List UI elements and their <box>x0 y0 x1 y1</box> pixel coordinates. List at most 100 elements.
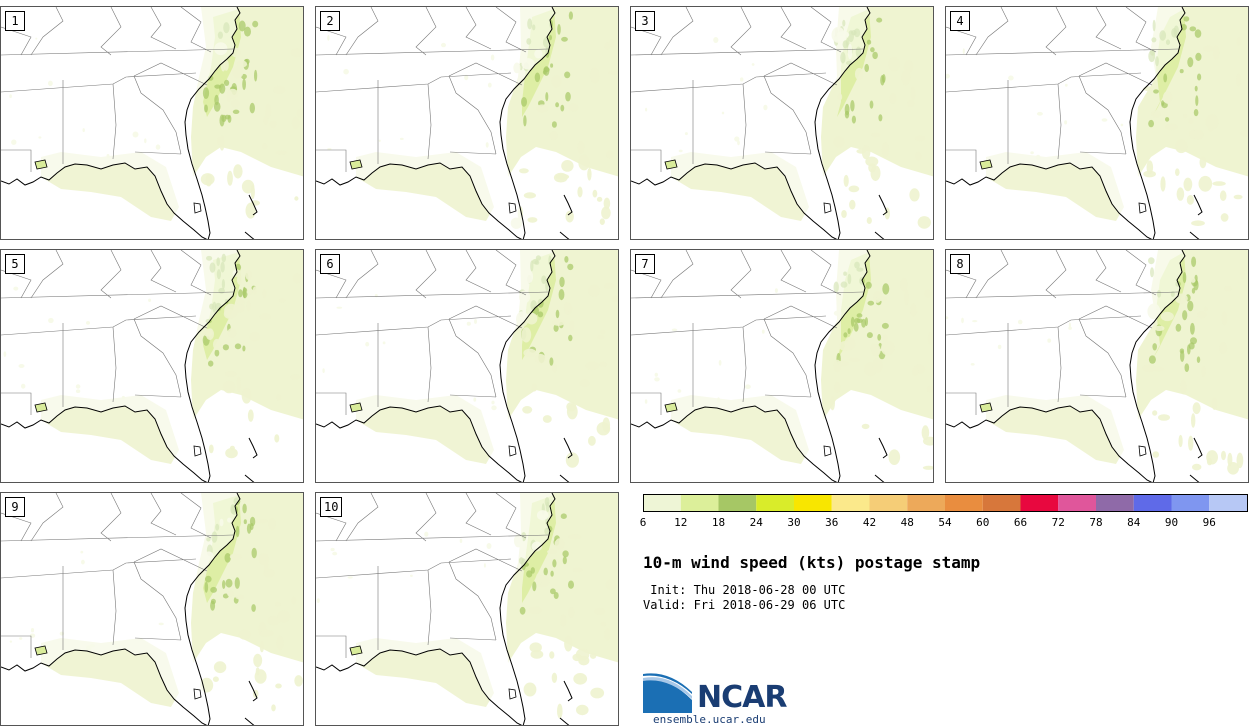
state-border <box>316 635 347 658</box>
colorbar-tick-label: 12 <box>674 516 688 529</box>
light-wind-spot <box>588 435 596 446</box>
state-border <box>764 151 812 155</box>
strong-wind-spot <box>534 72 541 83</box>
colorbar-bin <box>945 495 983 511</box>
colorbar-tick-label: 18 <box>711 516 726 529</box>
state-border <box>763 75 812 155</box>
strong-wind-spot <box>244 26 251 37</box>
colorbar-tick-label: 6 <box>639 516 647 529</box>
strong-wind-spot <box>1194 29 1202 38</box>
state-border <box>427 326 432 403</box>
lake-pontchartrain <box>979 159 993 170</box>
member-number-label: 5 <box>5 254 25 274</box>
light-wind-spot <box>259 641 264 653</box>
gulf-wind-field <box>41 395 179 464</box>
light-wind-spot <box>601 206 611 220</box>
light-wind-spot <box>249 331 261 342</box>
light-wind-spot <box>1146 160 1154 175</box>
colorbar-tick-label: 42 <box>862 516 877 529</box>
colorbar-bin <box>1133 495 1172 511</box>
state-border <box>946 72 1142 93</box>
light-wind-spot <box>589 67 600 84</box>
lake-pontchartrain <box>664 159 678 170</box>
state-border <box>1078 62 1153 86</box>
ensemble-url: ensemble.ucar.edu <box>653 713 766 726</box>
strong-wind-spot <box>560 513 567 519</box>
strong-wind-spot <box>560 104 565 112</box>
state-border <box>150 250 177 293</box>
strong-wind-spot <box>559 276 565 288</box>
light-wind-spot <box>1212 45 1220 60</box>
state-border <box>427 83 432 160</box>
bahamas-island <box>1193 437 1203 459</box>
wind-map <box>631 7 933 239</box>
strong-wind-spot <box>568 11 573 20</box>
strong-wind-spot <box>856 313 863 318</box>
light-wind-spot <box>910 86 916 101</box>
strong-wind-spot <box>545 92 549 102</box>
light-wind-spot <box>888 449 901 465</box>
wind-map <box>316 493 618 725</box>
bahamas-island <box>244 717 255 725</box>
state-border <box>150 493 177 536</box>
strong-wind-spot <box>1182 310 1188 321</box>
light-wind-spot <box>577 186 583 198</box>
state-border <box>345 493 379 542</box>
light-wind-spot <box>849 199 856 210</box>
member-number-label: 3 <box>635 11 655 31</box>
state-border <box>448 75 497 155</box>
state-border <box>495 250 527 296</box>
bahamas-island <box>878 437 888 459</box>
bahamas-island <box>559 231 570 239</box>
strong-wind-spot <box>1165 117 1170 122</box>
strong-wind-spot <box>222 580 226 589</box>
strong-wind-spot <box>856 318 863 323</box>
valid-label: Valid: <box>643 598 687 612</box>
strong-wind-spot <box>532 581 537 592</box>
bahamas-island <box>248 194 258 216</box>
light-wind-spot <box>611 295 618 303</box>
strong-wind-spot <box>882 74 886 83</box>
light-wind-spot <box>1233 194 1243 200</box>
state-border <box>946 315 1142 336</box>
member-number-label: 6 <box>320 254 340 274</box>
colorbar-bin <box>1058 495 1096 511</box>
colorbar-tick-label: 96 <box>1202 516 1216 529</box>
strong-wind-spot <box>251 604 256 612</box>
state-border <box>1057 326 1062 403</box>
gulf-wind-field <box>986 152 1124 221</box>
light-wind-spot <box>235 594 245 600</box>
strong-wind-spot <box>519 606 526 615</box>
strong-wind-spot <box>564 71 571 79</box>
strong-wind-spot <box>521 97 527 107</box>
light-wind-spot <box>294 675 303 687</box>
state-border <box>30 493 64 542</box>
ensemble-member-panel: 8 <box>945 249 1249 483</box>
coastline <box>946 7 1186 239</box>
light-wind-spot <box>604 628 611 641</box>
light-wind-spot <box>254 669 267 684</box>
member-number-label: 10 <box>320 497 343 517</box>
state-border <box>465 493 492 536</box>
light-wind-spot <box>1160 311 1174 322</box>
light-wind-spot <box>568 607 575 618</box>
land-area <box>1 7 240 239</box>
light-wind-spot <box>599 361 608 367</box>
light-wind-spot <box>841 210 847 218</box>
lake-pontchartrain <box>34 402 48 413</box>
state-border <box>1 48 234 56</box>
gulf-wind-field <box>356 638 494 707</box>
light-wind-spot <box>213 338 221 351</box>
strong-wind-spot <box>214 84 221 89</box>
strong-wind-spot <box>1153 89 1159 94</box>
light-wind-spot <box>568 103 579 112</box>
light-wind-spot <box>264 559 269 575</box>
light-wind-spot <box>227 170 233 186</box>
state-border <box>316 558 512 579</box>
strong-wind-spot <box>1163 73 1168 83</box>
light-wind-spot <box>922 465 933 470</box>
strong-wind-spot <box>537 311 544 318</box>
strong-wind-spot <box>222 344 229 351</box>
light-wind-spot <box>531 383 538 392</box>
light-wind-spot <box>576 704 589 716</box>
